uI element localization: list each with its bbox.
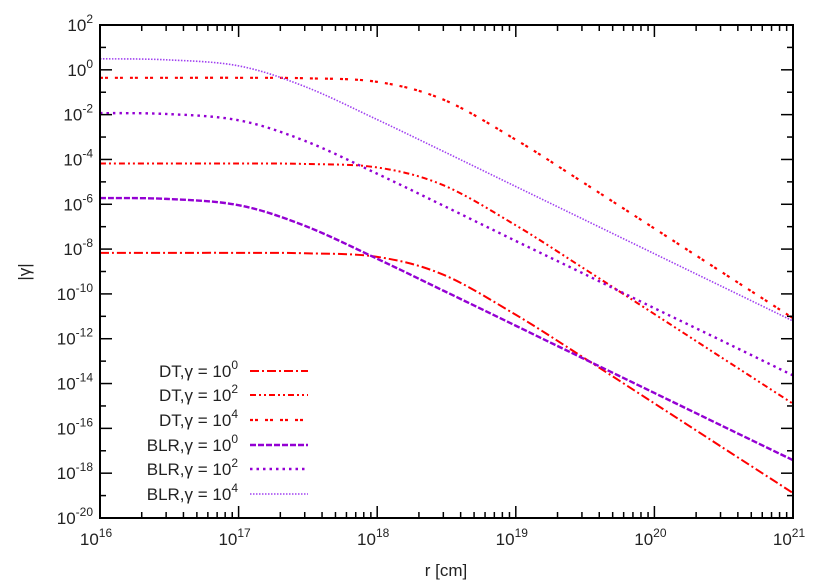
legend-label: BLR,γ = 102 bbox=[147, 456, 239, 479]
y-tick-label: 10-8 bbox=[63, 236, 93, 259]
y-axis-title: |γ| bbox=[15, 263, 34, 280]
series-line-4 bbox=[99, 196, 794, 462]
y-tick-label: 10-16 bbox=[57, 415, 94, 438]
x-tick-label: 1019 bbox=[496, 526, 529, 549]
series-line-5 bbox=[99, 111, 794, 377]
y-tick-label: 10-12 bbox=[57, 326, 94, 349]
legend-label: DT,γ = 104 bbox=[159, 407, 238, 430]
y-tick-label: 10-18 bbox=[57, 460, 94, 483]
y-tick-label: 10-14 bbox=[57, 371, 94, 394]
legend-label: BLR,γ = 100 bbox=[147, 432, 239, 455]
legend-label: BLR,γ = 104 bbox=[147, 481, 239, 504]
y-tick-label: 10-2 bbox=[63, 102, 93, 125]
x-axis-title: r [cm] bbox=[425, 561, 468, 580]
y-tick-label: 10-10 bbox=[57, 281, 94, 304]
series-line-1 bbox=[99, 251, 794, 494]
series-line-6 bbox=[99, 58, 794, 322]
y-tick-label: 10-6 bbox=[63, 191, 93, 214]
series-layer bbox=[99, 58, 794, 494]
x-tick-label: 1017 bbox=[218, 526, 251, 549]
y-tick-label: 100 bbox=[67, 57, 93, 80]
x-tick-label: 1018 bbox=[357, 526, 390, 549]
series-line-3 bbox=[100, 76, 794, 320]
legend-label: DT,γ = 100 bbox=[159, 358, 238, 381]
y-tick-label: 10-4 bbox=[63, 146, 93, 169]
y-tick-label: 10-20 bbox=[57, 505, 94, 528]
x-tick-label: 1020 bbox=[634, 526, 667, 549]
ticks-layer: 1016 1017 1018 1019 1020 1021 102 100 10-2 10-4 10… bbox=[57, 12, 806, 549]
x-tick-label: 1016 bbox=[80, 526, 113, 549]
legend-label: DT,γ = 102 bbox=[159, 382, 238, 405]
y-tick-label: 102 bbox=[67, 12, 93, 35]
x-tick-label: 1021 bbox=[773, 526, 806, 549]
